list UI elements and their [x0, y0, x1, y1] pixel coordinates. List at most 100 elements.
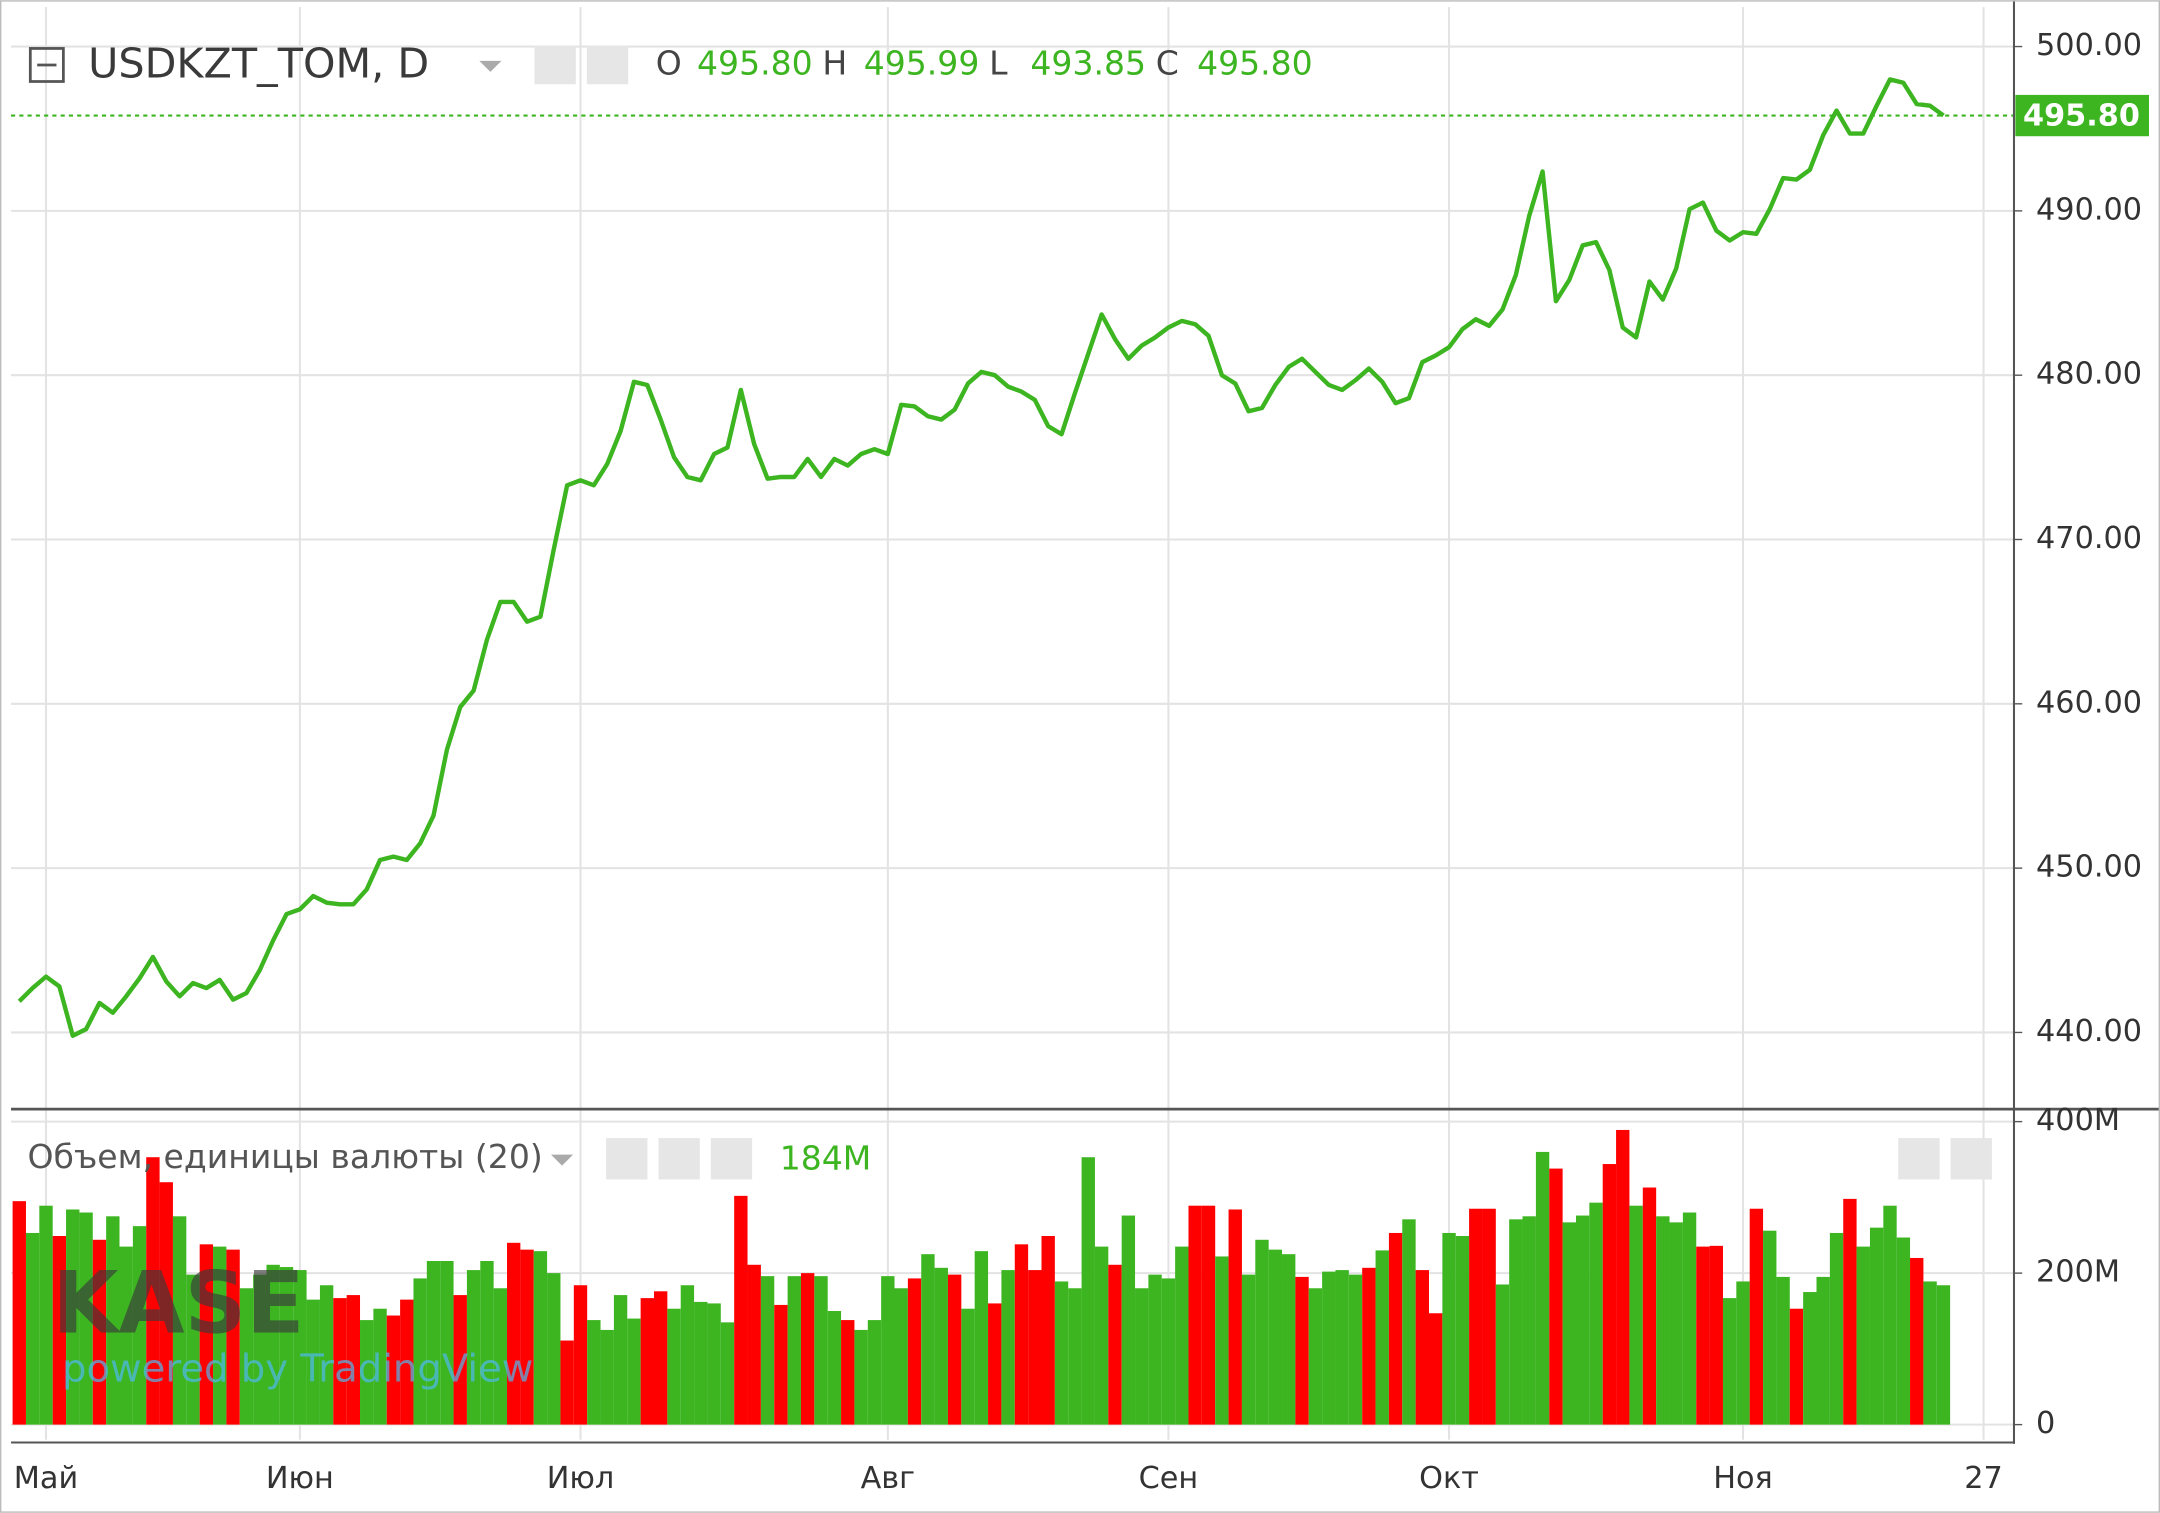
volume-bar [1121, 1215, 1136, 1425]
volume-bar [1028, 1270, 1042, 1425]
volume-bar [1709, 1245, 1723, 1425]
volume-bar [1789, 1308, 1804, 1425]
volume-bar [253, 1274, 267, 1425]
volume-bar [186, 1274, 200, 1425]
volume-bar [306, 1299, 320, 1425]
volume-bar [1108, 1264, 1122, 1425]
volume-bar [1535, 1151, 1550, 1425]
volume-bar [1629, 1205, 1643, 1425]
volume-bar [1322, 1271, 1336, 1425]
volume-bar [1522, 1216, 1536, 1425]
volume-bar [52, 1235, 67, 1425]
volume-bar [266, 1264, 280, 1425]
volume-bar [774, 1304, 788, 1425]
volume-last-value: 184M [780, 1139, 872, 1178]
volume-bar [1135, 1288, 1149, 1425]
volume-bar [867, 1320, 882, 1425]
volume-bar [1161, 1278, 1176, 1425]
volume-bar [573, 1285, 588, 1425]
y-tick-label: 470.00 [2036, 521, 2142, 556]
volume-bar [988, 1303, 1002, 1425]
last-price-box [2015, 94, 2149, 137]
volume-bar [1682, 1212, 1697, 1425]
volume-bar [413, 1278, 427, 1425]
volume-bar [827, 1310, 842, 1425]
y-tick-label: 400M [2036, 1103, 2120, 1138]
volume-bar [1910, 1257, 1924, 1425]
volume-bar [1549, 1168, 1563, 1425]
volume-bar [707, 1303, 721, 1425]
move-up-button[interactable] [1898, 1138, 1940, 1180]
volume-bar [881, 1276, 895, 1425]
volume-menu[interactable] [551, 1154, 574, 1166]
last-price-label: 495.80 [2023, 98, 2140, 133]
volume-bar [720, 1322, 735, 1425]
volume-bar [1829, 1232, 1844, 1425]
volume-bar [1575, 1215, 1590, 1425]
volume-bar [1469, 1208, 1483, 1425]
volume-bar [934, 1267, 948, 1425]
volume-title: Объем, единицы валюты (20) [28, 1137, 543, 1176]
volume-bar [627, 1318, 641, 1425]
volume-settings-button[interactable] [658, 1138, 700, 1180]
volume-bar [1228, 1209, 1242, 1425]
volume-bar [1589, 1202, 1603, 1425]
volume-bar [787, 1276, 801, 1425]
volume-bar [1081, 1157, 1095, 1425]
y-tick-label: 500.00 [2036, 28, 2142, 63]
volume-bar [79, 1212, 93, 1425]
volume-bar [92, 1239, 107, 1425]
x-tick-label: Сен [1139, 1461, 1199, 1496]
volume-bar [172, 1216, 187, 1425]
volume-visibility-button[interactable] [606, 1138, 648, 1180]
volume-bar [1896, 1237, 1911, 1425]
watermark-logo: KASE [52, 1254, 304, 1353]
volume-bar [1616, 1129, 1630, 1425]
maximize-button[interactable] [1950, 1138, 1992, 1180]
volume-bar [132, 1226, 147, 1425]
volume-bar [12, 1201, 26, 1425]
visibility-button[interactable] [534, 45, 576, 85]
volume-bar [1776, 1276, 1790, 1425]
volume-bar [119, 1246, 133, 1425]
volume-bar [319, 1285, 334, 1425]
volume-bar [1562, 1222, 1576, 1425]
volume-bar [1696, 1246, 1710, 1425]
volume-bar [293, 1270, 307, 1425]
ohlc-value: 495.80 [1197, 43, 1313, 82]
symbol-menu[interactable] [479, 60, 502, 72]
volume-bar [146, 1157, 160, 1425]
volume-bar [1201, 1205, 1216, 1425]
volume-bar [39, 1205, 53, 1425]
volume-bar [1722, 1298, 1737, 1425]
volume-bar [613, 1295, 628, 1425]
settings-button[interactable] [586, 45, 629, 85]
grid [11, 7, 2014, 1440]
y-tick-label: 0 [2036, 1406, 2055, 1441]
y-tick-label: 490.00 [2036, 192, 2142, 227]
volume-bar [1442, 1232, 1456, 1425]
volume-bar [1255, 1239, 1269, 1425]
volume-bar [1803, 1292, 1817, 1425]
volume-bar [1936, 1285, 1951, 1425]
volume-remove-button[interactable] [710, 1138, 753, 1180]
volume-bar [1429, 1313, 1443, 1425]
volume-bar [1869, 1227, 1884, 1425]
volume-bar [333, 1298, 347, 1425]
volume-bar [346, 1295, 361, 1425]
volume-bar [1175, 1246, 1189, 1425]
collapse-button[interactable] [28, 47, 65, 83]
x-tick-label: Июн [266, 1461, 334, 1496]
price-line [17, 77, 1945, 1038]
volume-bar [1642, 1187, 1657, 1425]
volume-bar [1856, 1246, 1870, 1425]
volume-bar [734, 1195, 748, 1425]
ohlc-value: 495.80 [697, 43, 813, 82]
volume-bar [1014, 1244, 1029, 1425]
volume-bar [453, 1295, 467, 1425]
volume-bar [106, 1216, 120, 1425]
volume-bar [1843, 1198, 1857, 1425]
volume-bar [1068, 1288, 1082, 1425]
volume-bar [547, 1273, 561, 1425]
volume-bar [1816, 1276, 1830, 1425]
